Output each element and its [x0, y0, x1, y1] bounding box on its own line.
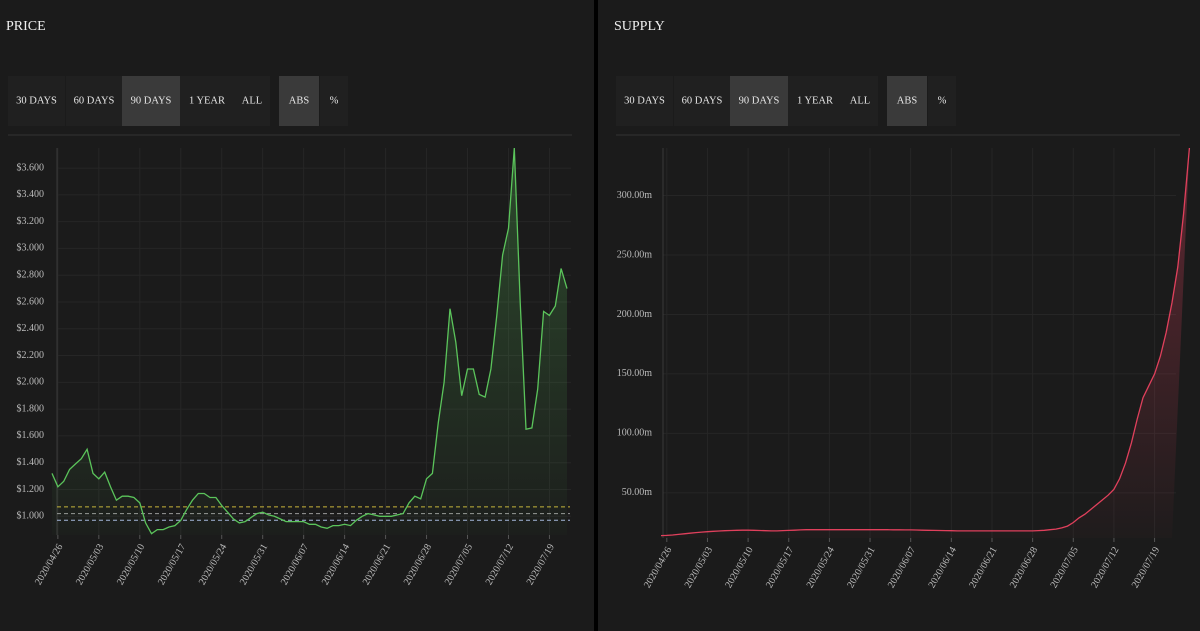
y-tick-label: $1.800	[17, 403, 45, 414]
button-label[interactable]: ABS	[289, 95, 310, 106]
button-bg[interactable]	[66, 76, 122, 126]
y-tick-label: $1.000	[17, 511, 45, 522]
divider	[594, 0, 598, 631]
button-label[interactable]: 30 DAYS	[624, 95, 665, 106]
button-label[interactable]: ALL	[850, 95, 870, 106]
y-tick-label: $2.800	[17, 270, 45, 281]
y-tick-label: $3.200	[17, 216, 45, 227]
area	[661, 148, 1190, 538]
line	[660, 147, 1191, 537]
button-bg[interactable]	[842, 76, 878, 126]
y-tick-label: $2.000	[17, 377, 45, 388]
y-tick-label: 250.00m	[617, 249, 653, 260]
y-tick-label: $1.600	[17, 430, 45, 441]
button-bg[interactable]	[234, 76, 270, 126]
button-bg[interactable]	[887, 76, 927, 126]
button-bg[interactable]	[122, 76, 180, 126]
button-label[interactable]: 90 DAYS	[131, 95, 172, 106]
y-tick-label: 150.00m	[617, 368, 653, 379]
y-tick-label: $2.400	[17, 323, 45, 334]
y-tick-label: $3.600	[17, 162, 45, 173]
button-label[interactable]: 1 YEAR	[189, 95, 225, 106]
button-label[interactable]: 90 DAYS	[739, 95, 780, 106]
y-tick-label: $1.400	[17, 457, 45, 468]
y-tick-label: $2.600	[17, 296, 45, 307]
button-bg[interactable]	[788, 76, 842, 126]
area	[52, 148, 567, 535]
button-bg[interactable]	[180, 76, 234, 126]
button-bg[interactable]	[320, 76, 348, 126]
button-label[interactable]: %	[938, 95, 947, 106]
button-label[interactable]: ABS	[897, 95, 918, 106]
y-tick-label: 200.00m	[617, 309, 653, 320]
button-bg[interactable]	[730, 76, 788, 126]
button-bg[interactable]	[616, 76, 673, 126]
button-bg[interactable]	[279, 76, 319, 126]
button-label[interactable]: 1 YEAR	[797, 95, 833, 106]
button-bg[interactable]	[8, 76, 65, 126]
y-tick-label: 300.00m	[617, 190, 653, 201]
panel-title: SUPPLY	[614, 19, 665, 34]
y-tick-label: $3.000	[17, 243, 45, 254]
button-label[interactable]: 60 DAYS	[74, 95, 115, 106]
button-bg[interactable]	[674, 76, 730, 126]
y-tick-label: 100.00m	[617, 428, 653, 439]
panel-title: PRICE	[6, 19, 46, 34]
line	[51, 147, 568, 535]
y-tick-label: 50.00m	[622, 487, 653, 498]
y-tick-label: $1.200	[17, 484, 45, 495]
button-label[interactable]: 30 DAYS	[16, 95, 57, 106]
button-label[interactable]: ALL	[242, 95, 262, 106]
y-tick-label: $2.200	[17, 350, 45, 361]
button-label[interactable]: 60 DAYS	[682, 95, 723, 106]
button-label[interactable]: %	[330, 95, 339, 106]
button-bg[interactable]	[928, 76, 956, 126]
y-tick-label: $3.400	[17, 189, 45, 200]
